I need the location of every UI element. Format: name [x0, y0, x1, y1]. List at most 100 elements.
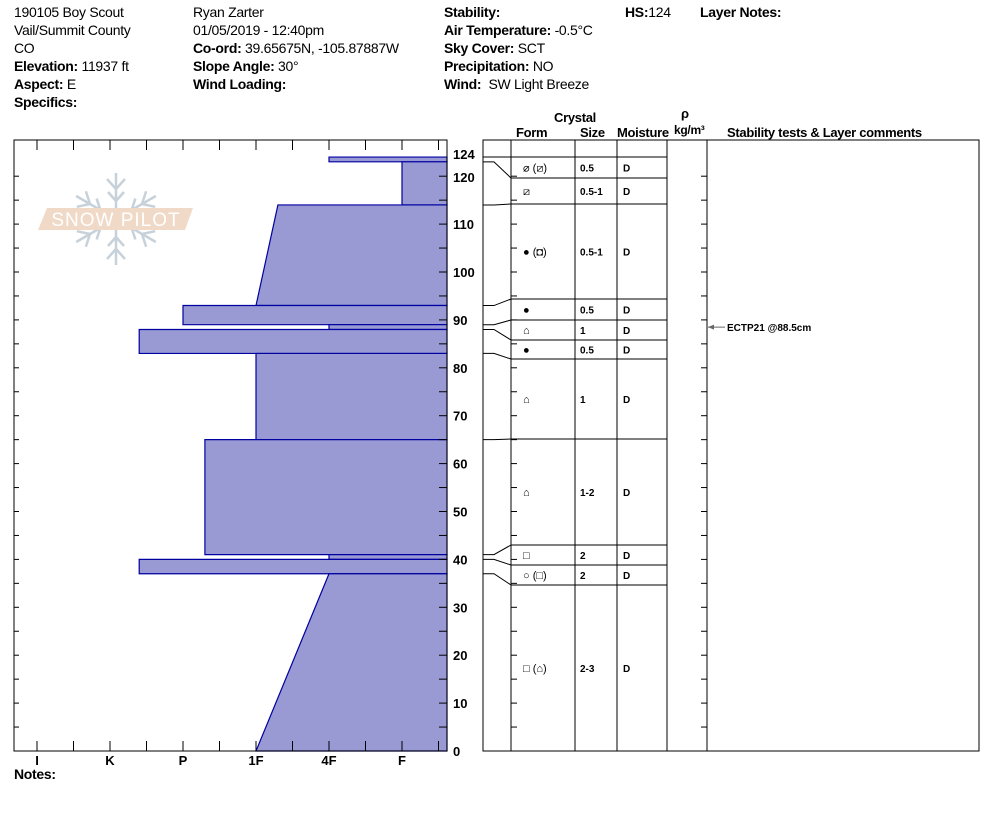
height-tick-label: 20: [453, 648, 467, 663]
height-tick-label: 40: [453, 552, 467, 567]
height-tick-label: 30: [453, 600, 467, 615]
layer-connector: [483, 558, 512, 566]
moisture: D: [623, 551, 630, 562]
moisture: D: [623, 187, 630, 198]
header-col1: 190105 Boy Scout Vail/Summit County CO E…: [14, 3, 131, 111]
height-tick-label: 110: [453, 217, 474, 232]
moisture: D: [623, 306, 630, 317]
hardness-tick-label: I: [35, 753, 39, 768]
crystal-form: ⧄: [523, 186, 530, 198]
hardness-layer-1: [328, 156, 448, 163]
layer-connector: [483, 573, 512, 586]
height-tick-label: 80: [453, 361, 467, 376]
layer-connector: [483, 298, 512, 307]
hardness-tick-label: 1F: [248, 753, 263, 768]
observer: Ryan Zarter: [193, 4, 264, 20]
layer-connector: [483, 544, 512, 556]
range-name: Vail/Summit County: [14, 22, 131, 38]
site-name: 190105 Boy Scout: [14, 4, 124, 20]
moisture: D: [623, 164, 630, 175]
crystal-form: ●: [523, 305, 530, 317]
layer-notes: Layer Notes:: [700, 4, 782, 20]
arrow-head-icon: [708, 324, 714, 330]
height-tick-label: 124: [453, 147, 475, 162]
crystal-form: ⌂: [523, 487, 530, 499]
stability-test-result: ECTP21 @88.5cm: [727, 323, 811, 334]
coordinates: Co-ord: 39.65675N, -105.87887W: [193, 40, 399, 56]
crystal-size: 0.5-1: [580, 187, 603, 198]
header-col3: Stability: Air Temperature: -0.5°C Sky C…: [444, 3, 593, 93]
hardness-layer-3: [255, 204, 448, 307]
moisture: D: [623, 346, 630, 357]
sky-cover: Sky Cover: SCT: [444, 40, 545, 56]
crystal-size: 0.5: [580, 306, 594, 317]
svg-text:SNOW PILOT: SNOW PILOT: [51, 210, 180, 231]
hardness-chart-frame: [13, 139, 448, 752]
crystal-size: 0.5: [580, 346, 594, 357]
moisture: D: [623, 571, 630, 582]
stability: Stability:: [444, 4, 501, 20]
header-col2: Ryan Zarter 01/05/2019 - 12:40pm Co-ord:…: [193, 3, 399, 93]
height-tick-label: 0: [453, 744, 460, 759]
hardness-layer-8: [204, 439, 448, 556]
hardness-layer-5: [328, 324, 448, 331]
hardness-layer-6: [138, 328, 448, 355]
slope-angle: Slope Angle: 30°: [193, 58, 299, 74]
height-tick-label: 70: [453, 409, 467, 424]
crystal-form: ⌀ (⧄): [523, 163, 547, 175]
air-temperature: Air Temperature: -0.5°C: [444, 22, 593, 38]
crystal-form: ○ (□): [523, 570, 547, 582]
layer-table-frame: [482, 139, 980, 752]
crystal-size: 1: [580, 326, 586, 337]
col-header-comments: Stability tests & Layer comments: [727, 125, 922, 140]
moisture: D: [623, 326, 630, 337]
datetime: 01/05/2019 - 12:40pm: [193, 22, 324, 38]
aspect: Aspect: E: [14, 76, 76, 92]
notes-label: Notes:: [14, 766, 56, 782]
layer-connector: [483, 161, 512, 179]
crystal-size: 1: [580, 395, 586, 406]
state: CO: [14, 40, 35, 56]
moisture: D: [623, 395, 630, 406]
crystal-size: 0.5-1: [580, 248, 603, 259]
layer-connector: [483, 352, 512, 360]
crystal-form: ⌂: [523, 325, 530, 337]
precipitation: Precipitation: NO: [444, 58, 554, 74]
crystal-form: ●: [523, 345, 530, 357]
elevation: Elevation: 11937 ft: [14, 58, 129, 74]
moisture: D: [623, 488, 630, 499]
hardness-layer-7: [255, 352, 448, 441]
hardness-layer-11: [255, 573, 448, 752]
hardness-tick-label: K: [105, 753, 115, 768]
hardness-tick-label: 4F: [321, 753, 336, 768]
wind-loading: Wind Loading:: [193, 76, 287, 92]
col-header-crystal: Crystal: [554, 110, 596, 125]
hs: HS:124: [625, 4, 671, 20]
height-tick-label: 50: [453, 505, 467, 520]
hardness-tick-label: P: [179, 753, 188, 768]
specifics: Specifics:: [14, 94, 78, 110]
crystal-size: 2: [580, 551, 586, 562]
crystal-form: □ (⌂): [523, 663, 547, 675]
height-tick-label: 10: [453, 696, 467, 711]
height-tick-label: 120: [453, 170, 475, 185]
layer-connector: [483, 319, 512, 326]
crystal-form: ⌂: [523, 394, 530, 406]
moisture: D: [623, 664, 630, 675]
layer-connector: [483, 438, 512, 441]
col-header-form: Form: [516, 125, 548, 140]
crystal-size: 0.5: [580, 164, 594, 175]
wind: Wind: SW Light Breeze: [444, 76, 589, 92]
col-header-size: Size: [580, 125, 605, 140]
layer-connector: [483, 328, 512, 341]
height-tick-label: 100: [453, 265, 475, 280]
hardness-layer-2: [401, 161, 448, 206]
snowpilot-logo: SNOW PILOT: [38, 173, 193, 267]
crystal-form: □: [523, 550, 530, 562]
hardness-layer-10: [138, 558, 448, 575]
height-tick-label: 60: [453, 457, 467, 472]
height-tick-label: 90: [453, 313, 467, 328]
crystal-size: 2: [580, 571, 586, 582]
moisture: D: [623, 248, 630, 259]
